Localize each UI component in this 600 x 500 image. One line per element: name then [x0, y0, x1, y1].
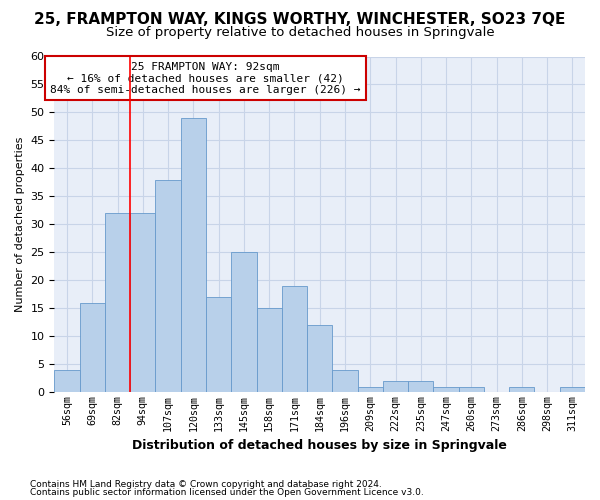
Text: Size of property relative to detached houses in Springvale: Size of property relative to detached ho… [106, 26, 494, 39]
Bar [307, 325, 332, 392]
Bar [408, 381, 433, 392]
Bar [105, 213, 130, 392]
Bar [560, 387, 585, 392]
Bar [155, 180, 181, 392]
Text: Contains HM Land Registry data © Crown copyright and database right 2024.: Contains HM Land Registry data © Crown c… [30, 480, 382, 489]
Bar [231, 252, 257, 392]
Bar [358, 387, 383, 392]
Text: 25, FRAMPTON WAY, KINGS WORTHY, WINCHESTER, SO23 7QE: 25, FRAMPTON WAY, KINGS WORTHY, WINCHEST… [34, 12, 566, 28]
Bar [332, 370, 358, 392]
Bar [433, 387, 458, 392]
X-axis label: Distribution of detached houses by size in Springvale: Distribution of detached houses by size … [132, 440, 507, 452]
Bar [206, 297, 231, 392]
Bar [130, 213, 155, 392]
Bar [509, 387, 535, 392]
Bar [458, 387, 484, 392]
Bar [80, 303, 105, 392]
Text: Contains public sector information licensed under the Open Government Licence v3: Contains public sector information licen… [30, 488, 424, 497]
Bar [282, 286, 307, 393]
Y-axis label: Number of detached properties: Number of detached properties [15, 137, 25, 312]
Bar [257, 308, 282, 392]
Bar [55, 370, 80, 392]
Text: 25 FRAMPTON WAY: 92sqm
← 16% of detached houses are smaller (42)
84% of semi-det: 25 FRAMPTON WAY: 92sqm ← 16% of detached… [50, 62, 361, 94]
Bar [383, 381, 408, 392]
Bar [181, 118, 206, 392]
